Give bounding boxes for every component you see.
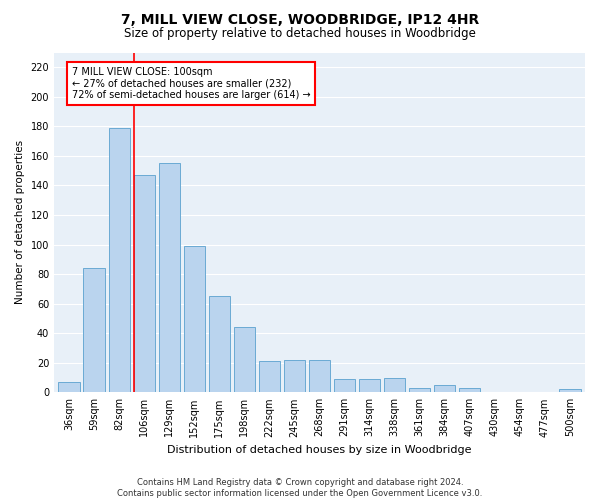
- Bar: [209, 296, 230, 392]
- Bar: [334, 379, 355, 392]
- Bar: [284, 360, 305, 392]
- Bar: [309, 360, 330, 392]
- Bar: [134, 175, 155, 392]
- Bar: [109, 128, 130, 392]
- Bar: [58, 382, 80, 392]
- Text: Contains HM Land Registry data © Crown copyright and database right 2024.
Contai: Contains HM Land Registry data © Crown c…: [118, 478, 482, 498]
- Bar: [409, 388, 430, 392]
- Bar: [259, 362, 280, 392]
- Text: 7 MILL VIEW CLOSE: 100sqm
← 27% of detached houses are smaller (232)
72% of semi: 7 MILL VIEW CLOSE: 100sqm ← 27% of detac…: [71, 68, 310, 100]
- Bar: [434, 385, 455, 392]
- Bar: [459, 388, 481, 392]
- Text: 7, MILL VIEW CLOSE, WOODBRIDGE, IP12 4HR: 7, MILL VIEW CLOSE, WOODBRIDGE, IP12 4HR: [121, 12, 479, 26]
- Bar: [359, 379, 380, 392]
- Bar: [234, 328, 255, 392]
- Bar: [384, 378, 406, 392]
- Bar: [184, 246, 205, 392]
- Bar: [83, 268, 105, 392]
- X-axis label: Distribution of detached houses by size in Woodbridge: Distribution of detached houses by size …: [167, 445, 472, 455]
- Text: Size of property relative to detached houses in Woodbridge: Size of property relative to detached ho…: [124, 28, 476, 40]
- Bar: [559, 390, 581, 392]
- Bar: [158, 164, 180, 392]
- Y-axis label: Number of detached properties: Number of detached properties: [15, 140, 25, 304]
